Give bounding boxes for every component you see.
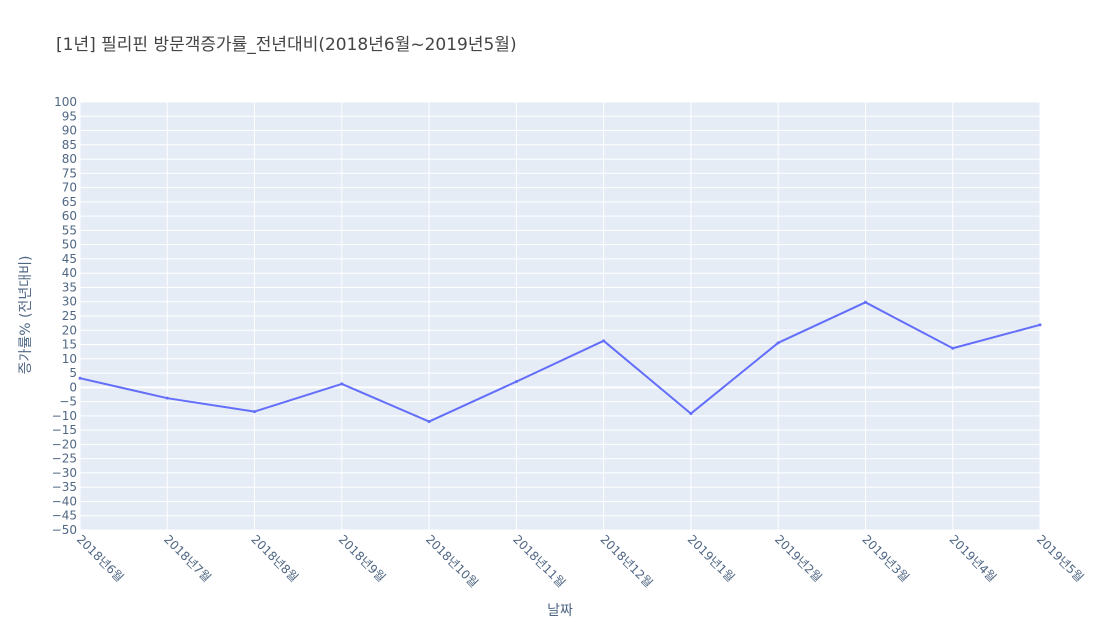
x-tick-label: 2018년8월 xyxy=(248,532,301,585)
y-tick-label: 100 xyxy=(54,95,77,109)
data-point xyxy=(253,410,257,414)
gridlines xyxy=(79,101,1041,531)
y-tick-label: −45 xyxy=(52,509,77,523)
data-point xyxy=(776,341,780,345)
x-tick-label: 2019년5월 xyxy=(1034,532,1087,585)
data-point xyxy=(1038,323,1042,327)
y-axis-title: 증가률% (전년대비) xyxy=(18,256,34,375)
y-tick-label: −15 xyxy=(52,423,77,437)
data-point xyxy=(78,376,82,380)
y-tick-label: −20 xyxy=(52,437,77,451)
y-tick-label: −40 xyxy=(52,494,77,508)
y-tick-label: 10 xyxy=(62,352,77,366)
y-tick-label: 65 xyxy=(62,195,77,209)
x-tick-label: 2018년9월 xyxy=(336,532,389,585)
y-tick-label: 60 xyxy=(62,209,77,223)
y-tick-label: 25 xyxy=(62,309,77,323)
data-point xyxy=(602,339,606,343)
data-point xyxy=(427,420,431,424)
x-axis-ticks: 2018년6월 2018년7월 2018년8월 2018년9월 2018년10월 2018… xyxy=(74,532,1087,590)
y-tick-label: −30 xyxy=(52,466,77,480)
series-line xyxy=(79,301,1041,423)
y-tick-label: 0 xyxy=(69,380,77,394)
y-axis-ticks: −50−45−40−35−30−25−20−15−10−505101520253… xyxy=(52,95,77,537)
x-tick-label: 2018년6월 xyxy=(74,532,127,585)
y-tick-label: 35 xyxy=(62,280,77,294)
y-tick-label: 75 xyxy=(62,166,77,180)
y-tick-label: 20 xyxy=(62,323,77,337)
x-tick-label: 2018년12월 xyxy=(598,532,656,590)
y-tick-label: 80 xyxy=(62,152,77,166)
x-tick-label: 2019년1월 xyxy=(685,532,738,585)
y-tick-label: −35 xyxy=(52,480,77,494)
x-tick-label: 2019년3월 xyxy=(859,532,912,585)
y-tick-label: 5 xyxy=(69,366,77,380)
x-tick-label: 2018년11월 xyxy=(510,532,568,590)
x-tick-label: 2019년2월 xyxy=(772,532,825,585)
y-tick-label: 90 xyxy=(62,124,77,138)
data-point xyxy=(689,412,693,416)
x-tick-label: 2018년10월 xyxy=(423,532,481,590)
y-tick-label: 40 xyxy=(62,266,77,280)
y-tick-label: −25 xyxy=(52,452,77,466)
series-layer xyxy=(78,300,1042,424)
y-tick-label: 85 xyxy=(62,138,77,152)
y-tick-label: 95 xyxy=(62,109,77,123)
data-point xyxy=(951,346,955,350)
y-tick-label: −5 xyxy=(59,395,77,409)
data-point xyxy=(514,380,518,384)
y-tick-label: 15 xyxy=(62,338,77,352)
chart-title: [1년] 필리핀 방문객증가률_전년대비(2018년6월~2019년5월) xyxy=(56,35,517,55)
data-point xyxy=(863,300,867,304)
x-axis-title: 날짜 xyxy=(547,603,573,619)
y-tick-label: −10 xyxy=(52,409,77,423)
x-tick-label: 2018년7월 xyxy=(161,532,214,585)
y-tick-label: 45 xyxy=(62,252,77,266)
y-tick-label: −50 xyxy=(52,523,77,537)
data-point xyxy=(340,382,344,386)
y-tick-label: 50 xyxy=(62,238,77,252)
y-tick-label: 70 xyxy=(62,181,77,195)
y-tick-label: 30 xyxy=(62,295,77,309)
x-tick-label: 2019년4월 xyxy=(947,532,1000,585)
data-point xyxy=(165,396,169,400)
y-tick-label: 55 xyxy=(62,223,77,237)
